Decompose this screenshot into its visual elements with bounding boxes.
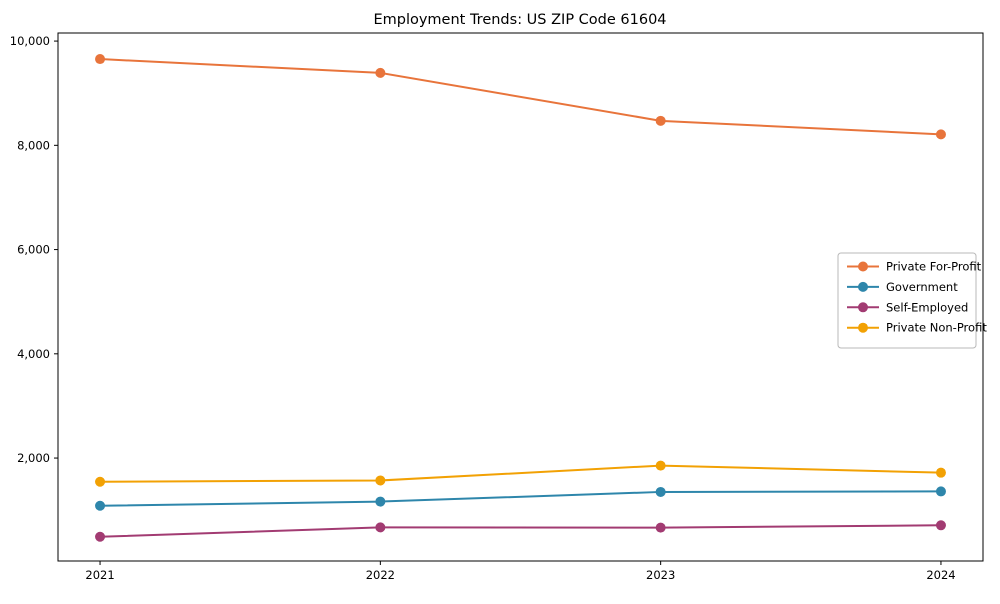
data-point bbox=[935, 520, 946, 531]
plot-area: 2,000 4,000 6,000 8,000 10,000 2021 2022 2023 20… bbox=[10, 32, 984, 582]
y-tick-label: 10,000 bbox=[10, 34, 50, 48]
legend-marker bbox=[858, 322, 868, 333]
series-line bbox=[100, 524, 941, 538]
legend-label: Private For-Profit bbox=[886, 260, 982, 274]
data-point bbox=[935, 486, 946, 497]
series-line bbox=[100, 464, 941, 483]
data-point bbox=[655, 486, 666, 497]
data-point bbox=[375, 475, 386, 486]
y-tick-label: 8,000 bbox=[17, 138, 50, 152]
data-point bbox=[95, 54, 106, 65]
legend-marker bbox=[858, 302, 868, 313]
data-point bbox=[375, 496, 386, 507]
y-tick-label: 4,000 bbox=[17, 347, 50, 361]
y-tick-label: 6,000 bbox=[17, 243, 50, 257]
data-point bbox=[95, 500, 106, 511]
legend: Private For-Profit Government Self-Employe… bbox=[837, 252, 987, 349]
data-point bbox=[655, 522, 666, 533]
legend-label: Self-Employed bbox=[886, 300, 968, 314]
chart-title: Employment Trends: US ZIP Code 61604 bbox=[373, 12, 666, 28]
x-tick-label: 2024 bbox=[926, 568, 955, 582]
legend-box bbox=[837, 252, 977, 349]
data-point bbox=[95, 531, 106, 542]
x-tick-label: 2023 bbox=[646, 568, 675, 582]
legend-label: Private Non-Profit bbox=[886, 321, 987, 335]
legend-marker bbox=[858, 261, 868, 272]
data-point bbox=[655, 115, 666, 126]
series-line bbox=[99, 58, 942, 136]
data-point bbox=[375, 67, 386, 78]
data-point bbox=[655, 460, 666, 471]
x-tick-label: 2022 bbox=[366, 568, 395, 582]
x-tick-label: 2021 bbox=[85, 568, 114, 582]
data-point bbox=[935, 129, 946, 140]
series-line bbox=[100, 490, 941, 507]
legend-label: Government bbox=[886, 280, 958, 294]
data-point bbox=[375, 522, 386, 533]
data-point bbox=[935, 467, 946, 478]
plot-border bbox=[57, 32, 984, 562]
y-tick-label: 2,000 bbox=[17, 451, 50, 465]
data-point bbox=[95, 476, 106, 487]
legend-marker bbox=[858, 281, 868, 292]
